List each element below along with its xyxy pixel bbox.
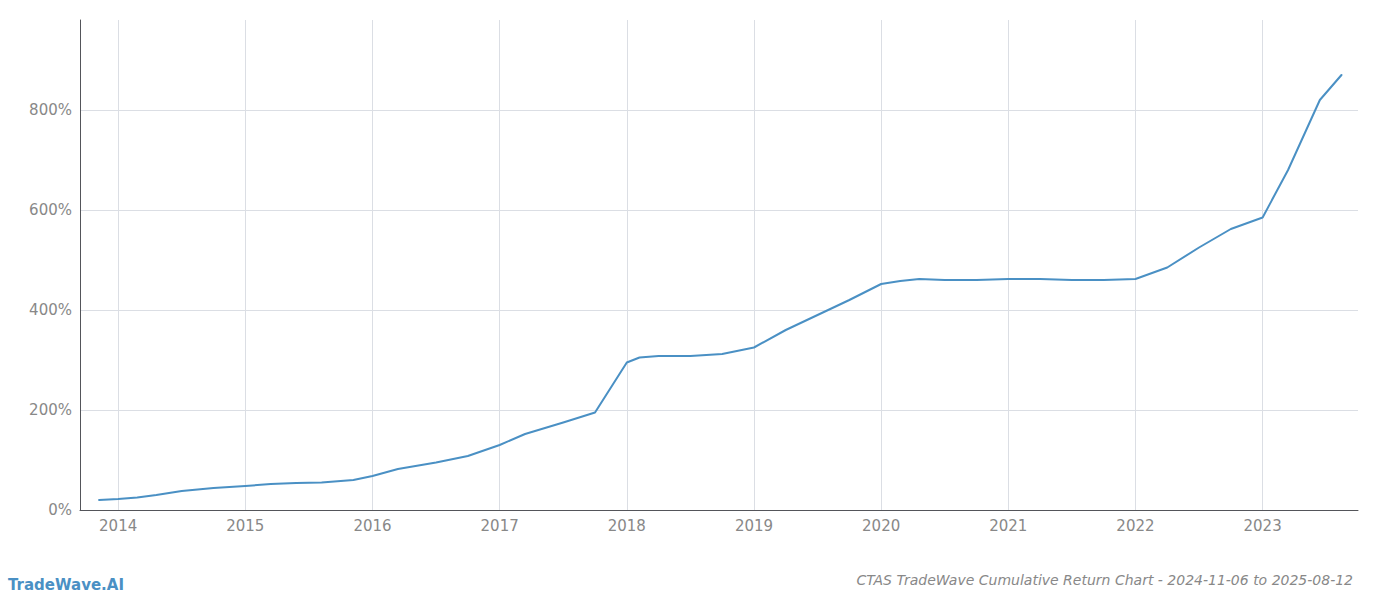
svg-text:2015: 2015 (226, 517, 264, 535)
svg-text:2023: 2023 (1244, 517, 1282, 535)
svg-text:600%: 600% (29, 201, 72, 219)
svg-text:2022: 2022 (1116, 517, 1154, 535)
svg-text:2021: 2021 (989, 517, 1027, 535)
svg-text:CTAS TradeWave Cumulative Retu: CTAS TradeWave Cumulative Return Chart -… (856, 572, 1353, 588)
svg-text:400%: 400% (29, 301, 72, 319)
svg-text:TradeWave.AI: TradeWave.AI (8, 576, 124, 594)
svg-text:800%: 800% (29, 101, 72, 119)
svg-text:200%: 200% (29, 401, 72, 419)
svg-text:2016: 2016 (353, 517, 391, 535)
svg-text:2014: 2014 (99, 517, 137, 535)
svg-text:0%: 0% (48, 501, 72, 519)
svg-text:2020: 2020 (862, 517, 900, 535)
svg-text:2017: 2017 (481, 517, 519, 535)
svg-text:2019: 2019 (735, 517, 773, 535)
svg-text:2018: 2018 (608, 517, 646, 535)
